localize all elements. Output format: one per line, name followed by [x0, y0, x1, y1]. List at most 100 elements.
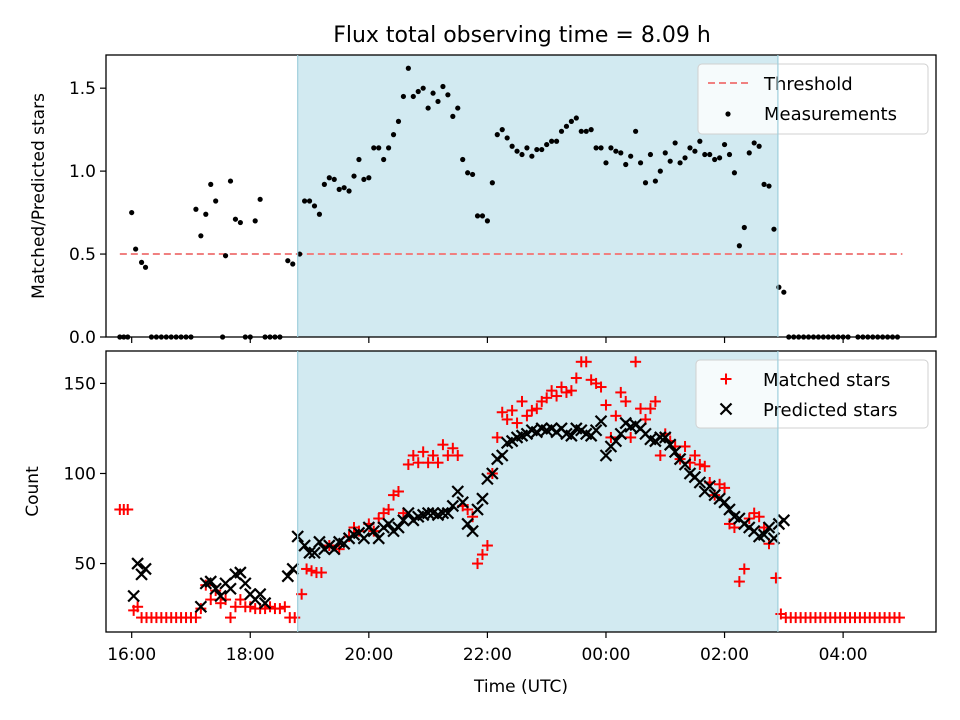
measurement-point	[316, 211, 323, 217]
predicted-star-point	[654, 431, 667, 444]
measurement-point	[346, 188, 352, 194]
legend-x-marker	[719, 402, 733, 416]
marker-stroke	[762, 521, 776, 534]
matched-star-point	[526, 404, 538, 416]
y-tick-label: 0.5	[69, 245, 96, 265]
measurement-point	[494, 132, 500, 138]
matched-star-point	[481, 540, 493, 552]
measurement-point	[138, 259, 145, 265]
marker-stroke	[723, 503, 736, 516]
marker-stroke	[486, 467, 499, 480]
predicted-star-point	[253, 587, 267, 601]
ratio-legend-box	[697, 63, 929, 135]
marker-stroke	[777, 514, 791, 527]
matched-star-point	[635, 403, 647, 415]
matched-star-point	[301, 563, 313, 575]
measurement-point	[208, 181, 214, 187]
matched-star-point	[546, 385, 558, 397]
predicted-star-point	[281, 569, 295, 583]
measurement-point	[751, 140, 757, 146]
marker-stroke	[382, 517, 395, 531]
predicted-star-point	[194, 600, 208, 614]
marker-stroke	[204, 575, 218, 588]
measurement-point	[336, 186, 342, 192]
marker-stroke	[644, 432, 657, 446]
marker-stroke	[461, 517, 474, 531]
marker-stroke	[441, 506, 455, 520]
measurement-point	[306, 198, 313, 204]
matched-star-point	[565, 385, 577, 397]
measurement-point	[203, 211, 209, 217]
measurement-point	[445, 92, 451, 98]
predicted-star-point	[446, 499, 460, 513]
x-tick-label: 00:00	[581, 645, 630, 665]
matched-star-point	[476, 549, 488, 561]
marker-stroke	[357, 532, 371, 545]
predicted-star-point	[451, 485, 465, 498]
matched-star-point	[402, 458, 414, 470]
measurement-point	[400, 93, 407, 100]
matched-star-point	[315, 567, 327, 579]
measurement-point	[302, 198, 308, 204]
chart-title: Flux total observing time = 8.09 h	[333, 23, 711, 48]
measurement-point	[662, 150, 668, 156]
count-panel: 16:00 18:00 20:00 22:00 00:00 02:00 04:00 50 10…	[23, 350, 937, 697]
marker-stroke	[668, 445, 682, 459]
measurement-point	[435, 98, 441, 105]
matched-star-point	[679, 440, 691, 452]
predicted-star-point	[224, 582, 237, 596]
marker-stroke	[693, 476, 707, 489]
measurement-point	[613, 148, 619, 154]
matched-star-point	[306, 565, 318, 577]
ratio-y-axis-label: Matched/Predicted stars	[29, 93, 49, 299]
predicted-star-point	[693, 476, 707, 489]
matched-star-point	[600, 399, 612, 411]
measurement-point	[647, 151, 654, 158]
measurement-point	[583, 128, 589, 134]
count-legend-box	[695, 359, 929, 429]
measurement-point	[623, 161, 629, 168]
marker-stroke	[372, 532, 385, 545]
matched-star-point	[516, 395, 528, 407]
matched-star-point	[610, 410, 622, 422]
measurement-point	[381, 156, 387, 163]
measurement-point	[142, 264, 149, 270]
matched-star-point	[521, 410, 533, 422]
matched-legend-swatch	[720, 373, 732, 385]
marker-stroke	[589, 423, 603, 437]
measurement-point	[479, 213, 486, 219]
marker-stroke	[421, 506, 435, 520]
marker-stroke	[678, 458, 692, 471]
predicted-star-point	[757, 528, 771, 542]
measurement-point	[193, 206, 199, 212]
marker-stroke	[298, 539, 311, 552]
measurement-point	[361, 176, 367, 183]
measurement-point	[489, 180, 495, 186]
marker-stroke	[728, 510, 741, 523]
measurement-point	[682, 155, 688, 161]
y-tick-label: 1.5	[69, 79, 96, 99]
matched-stars-points	[114, 356, 905, 624]
predicted-star-point	[565, 429, 578, 442]
matched-legend-label: Matched stars	[763, 370, 890, 391]
measurement-point	[746, 150, 752, 156]
predicted-star-point	[397, 514, 410, 527]
y-tick-label: 150	[64, 374, 96, 394]
marker-stroke	[476, 492, 489, 505]
measurement-point	[440, 83, 446, 90]
matched-star-point	[501, 413, 513, 425]
measurement-point	[781, 289, 787, 295]
predicted-star-point	[436, 506, 450, 520]
predicted-star-point	[382, 517, 395, 531]
matched-star-point	[595, 381, 607, 393]
measurement-point	[415, 88, 421, 95]
measurement-point	[465, 170, 471, 176]
matched-star-point	[719, 482, 731, 494]
predicted-star-point	[609, 434, 623, 448]
matched-star-point	[279, 601, 291, 613]
measurement-point	[524, 145, 530, 151]
matched-star-point	[654, 449, 666, 461]
predicted-star-point	[209, 582, 222, 596]
measurement-point	[420, 85, 426, 91]
y-tick-label: 100	[64, 464, 96, 484]
